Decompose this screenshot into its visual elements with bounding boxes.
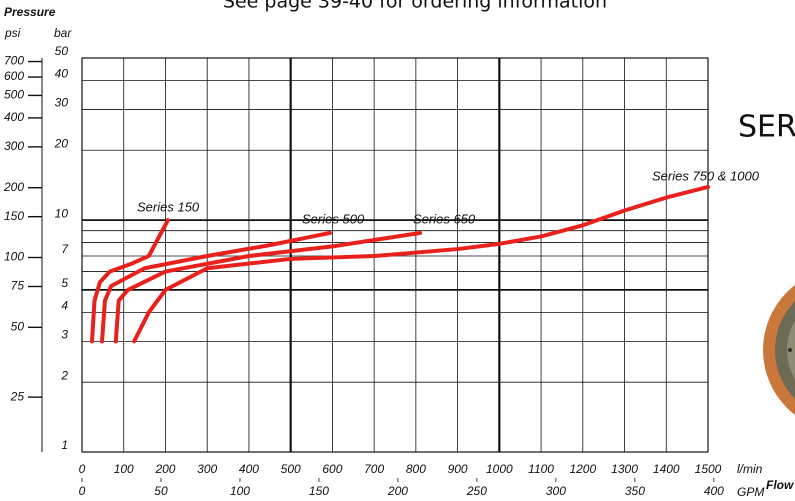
x-tick-label: 200 — [154, 462, 175, 476]
series-label: Series 750 & 1000 — [652, 168, 760, 183]
x2-tick-label: 150 — [309, 484, 329, 498]
series-line — [100, 230, 332, 344]
series-line — [90, 218, 170, 344]
x-tick-label: 500 — [281, 462, 301, 476]
y-tick-label: 40 — [55, 67, 69, 81]
x-tick-label: 400 — [239, 462, 259, 476]
y-tick-label: 2 — [60, 368, 68, 382]
y2-tick-label: 200 — [3, 180, 24, 194]
x2-tick-label: 50 — [154, 484, 168, 498]
y2-tick-label: 400 — [4, 110, 24, 124]
product-photo — [763, 285, 795, 415]
x-tick-label: 1100 — [528, 462, 554, 476]
x-unit: l/min — [737, 462, 763, 476]
x-tick-label: 700 — [364, 462, 384, 476]
y-tick-label: 4 — [61, 299, 68, 313]
y-tick-label: 30 — [55, 96, 69, 110]
y-tick-label: 10 — [55, 206, 69, 220]
x-tick-label: 1000 — [486, 462, 513, 476]
series-label: Series 500 — [302, 211, 365, 226]
series-label: Series 650 — [413, 211, 476, 226]
x2-tick-label: 400 — [704, 484, 724, 498]
y2-tick-label: 700 — [4, 54, 24, 68]
y-tick-label: 50 — [55, 44, 69, 58]
y2-tick-label: 25 — [10, 389, 25, 403]
x2-tick-label: 250 — [466, 484, 487, 498]
x-tick-label: 0 — [79, 462, 86, 476]
y2-tick-label: 100 — [4, 250, 24, 264]
x-tick-label: 800 — [406, 462, 426, 476]
series-line — [132, 184, 710, 344]
y-tick-label: 1 — [61, 438, 68, 452]
x2-tick-label: 0 — [79, 484, 86, 498]
x2-tick-label: 300 — [546, 484, 566, 498]
x2-tick-label: 350 — [625, 484, 645, 498]
y2-tick-label: 50 — [11, 319, 25, 333]
side-title: SER — [738, 110, 795, 145]
x-tick-label: 1500 — [695, 462, 722, 476]
series-line — [113, 230, 423, 344]
y2-tick-label: 500 — [4, 88, 24, 102]
y-unit: bar — [54, 26, 72, 40]
y-tick-label: 5 — [61, 276, 68, 290]
y-tick-label: 7 — [61, 242, 69, 256]
y-axis-title: Pressure — [4, 5, 56, 19]
y2-tick-label: 600 — [4, 69, 24, 83]
y2-unit: psi — [4, 26, 21, 40]
x-tick-label: 600 — [322, 462, 342, 476]
x-tick-label: 300 — [197, 462, 217, 476]
series-label: Series 150 — [137, 199, 200, 214]
x-tick-label: 1400 — [653, 462, 680, 476]
x2-tick-label: 200 — [387, 484, 408, 498]
x-tick-label: 1200 — [569, 462, 596, 476]
x2-tick-label: 100 — [230, 484, 250, 498]
y-tick-label: 20 — [54, 136, 69, 150]
x-tick-label: 100 — [114, 462, 134, 476]
x-axis-title: Flow — [766, 478, 794, 492]
top-note: See page 39-40 for ordering information — [223, 0, 607, 13]
x2-unit: GPM — [737, 485, 764, 499]
y2-tick-label: 150 — [4, 209, 24, 223]
plot-frame — [81, 57, 709, 453]
y-tick-label: 3 — [61, 328, 68, 342]
x-tick-label: 900 — [448, 462, 468, 476]
y2-tick-label: 75 — [11, 279, 25, 293]
x-tick-label: 1300 — [611, 462, 638, 476]
y2-tick-label: 300 — [4, 139, 24, 153]
